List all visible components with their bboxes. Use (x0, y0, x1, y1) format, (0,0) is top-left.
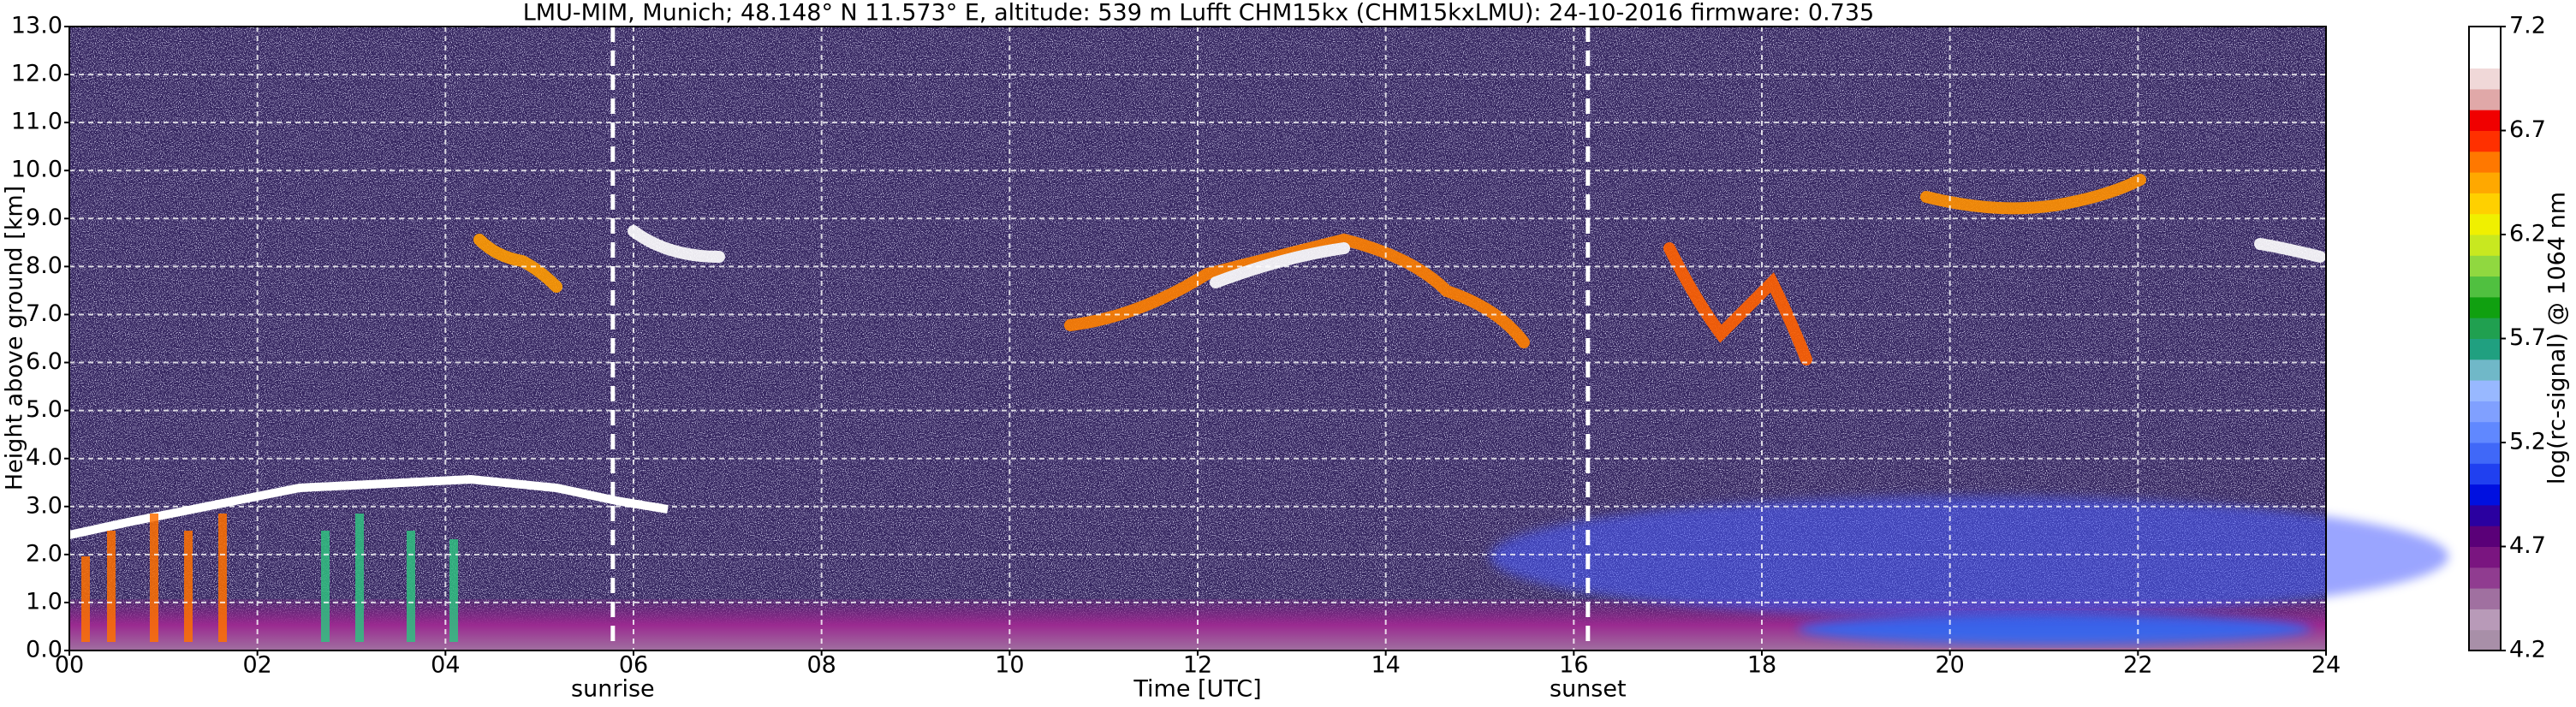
colorbar-band (2469, 296, 2501, 318)
y-tick-label: 7.0 (26, 300, 62, 327)
colorbar-band (2469, 255, 2501, 277)
colorbar-band (2469, 359, 2501, 381)
colorbar-band (2469, 588, 2501, 609)
colorbar-band (2469, 338, 2501, 360)
y-tick-label: 3.0 (26, 492, 62, 519)
plot-frame (68, 26, 2327, 651)
colorbar-band (2469, 68, 2501, 90)
colorbar-band (2469, 172, 2501, 193)
colorbar-band (2469, 380, 2501, 401)
colorbar-tick-label: 5.2 (2509, 429, 2546, 455)
colorbar-band (2469, 213, 2501, 235)
colorbar-tick-label: 4.2 (2509, 637, 2546, 663)
x-tick-label: 14 (1371, 652, 1400, 679)
plot-area (68, 27, 2448, 651)
y-tick-label: 8.0 (26, 253, 62, 279)
chart-title: LMU-MIM, Munich; 48.148° N 11.573° E, al… (523, 0, 1874, 27)
x-tick-label: 20 (1935, 652, 1964, 679)
x-tick-label: 22 (2123, 652, 2152, 679)
colorbar-band (2469, 27, 2501, 48)
colorbar-band (2469, 567, 2501, 589)
colorbar-band (2469, 463, 2501, 485)
colorbar-band (2469, 546, 2501, 568)
colorbar-tick-label: 5.7 (2509, 324, 2546, 351)
colorbar-tick-label: 4.7 (2509, 532, 2546, 559)
y-tick-label: 4.0 (26, 444, 62, 471)
aerosol-layer (1798, 614, 2311, 645)
x-tick-label: 18 (1747, 652, 1776, 679)
colorbar-band (2469, 421, 2501, 443)
colorbar-band (2469, 609, 2501, 631)
y-tick-label: 11.0 (11, 109, 62, 135)
colorbar-band (2469, 130, 2501, 152)
y-axis-label: Height above ground [km] (2, 186, 28, 490)
y-tick-label: 13.0 (11, 13, 62, 39)
y-tick-label: 2.0 (26, 540, 62, 567)
colorbar-band (2469, 629, 2501, 651)
colorbar-band (2469, 88, 2501, 110)
aerosol-layer (1490, 496, 2448, 616)
y-tick-label: 9.0 (26, 205, 62, 231)
colorbar-band (2469, 235, 2501, 256)
colorbar-tick-label: 7.2 (2509, 13, 2546, 39)
y-tick-label: 0.0 (26, 637, 62, 663)
y-tick-label: 1.0 (26, 588, 62, 615)
x-tick-label: 00 (55, 652, 84, 679)
colorbar-band (2469, 401, 2501, 423)
y-tick-label: 12.0 (11, 61, 62, 87)
annotation-label: sunrise (571, 676, 655, 703)
colorbar-band (2469, 526, 2501, 547)
colorbar-band (2469, 443, 2501, 464)
x-tick-label: 02 (242, 652, 271, 679)
colorbar-band (2469, 276, 2501, 298)
colorbar-band (2469, 318, 2501, 339)
annotation-label: sunset (1550, 676, 1627, 703)
y-tick-label: 6.0 (26, 348, 62, 375)
colorbar-band (2469, 151, 2501, 173)
x-axis-label: Time [UTC] (1133, 676, 1261, 703)
colorbar-label: log(rc-signal) @ 1064 nm (2544, 192, 2571, 484)
x-tick-label: 12 (1183, 652, 1212, 679)
x-tick-label: 24 (2311, 652, 2341, 679)
colorbar-band (2469, 484, 2501, 506)
colorbar-tick-label: 6.2 (2509, 221, 2546, 247)
x-tick-label: 16 (1559, 652, 1588, 679)
y-tick-label: 10.0 (11, 157, 62, 183)
x-tick-label: 10 (995, 652, 1024, 679)
colorbar-band (2469, 110, 2501, 131)
y-tick-label: 5.0 (26, 396, 62, 423)
colorbar-band (2469, 504, 2501, 526)
cirrus (473, 174, 2326, 365)
colorbar-band (2469, 193, 2501, 215)
x-tick-label: 08 (806, 652, 836, 679)
x-tick-label: 04 (431, 652, 460, 679)
precip-echo (81, 514, 458, 642)
colorbar-band (2469, 47, 2501, 69)
colorbar-tick-label: 6.7 (2509, 116, 2546, 143)
x-tick-label: 06 (619, 652, 648, 679)
